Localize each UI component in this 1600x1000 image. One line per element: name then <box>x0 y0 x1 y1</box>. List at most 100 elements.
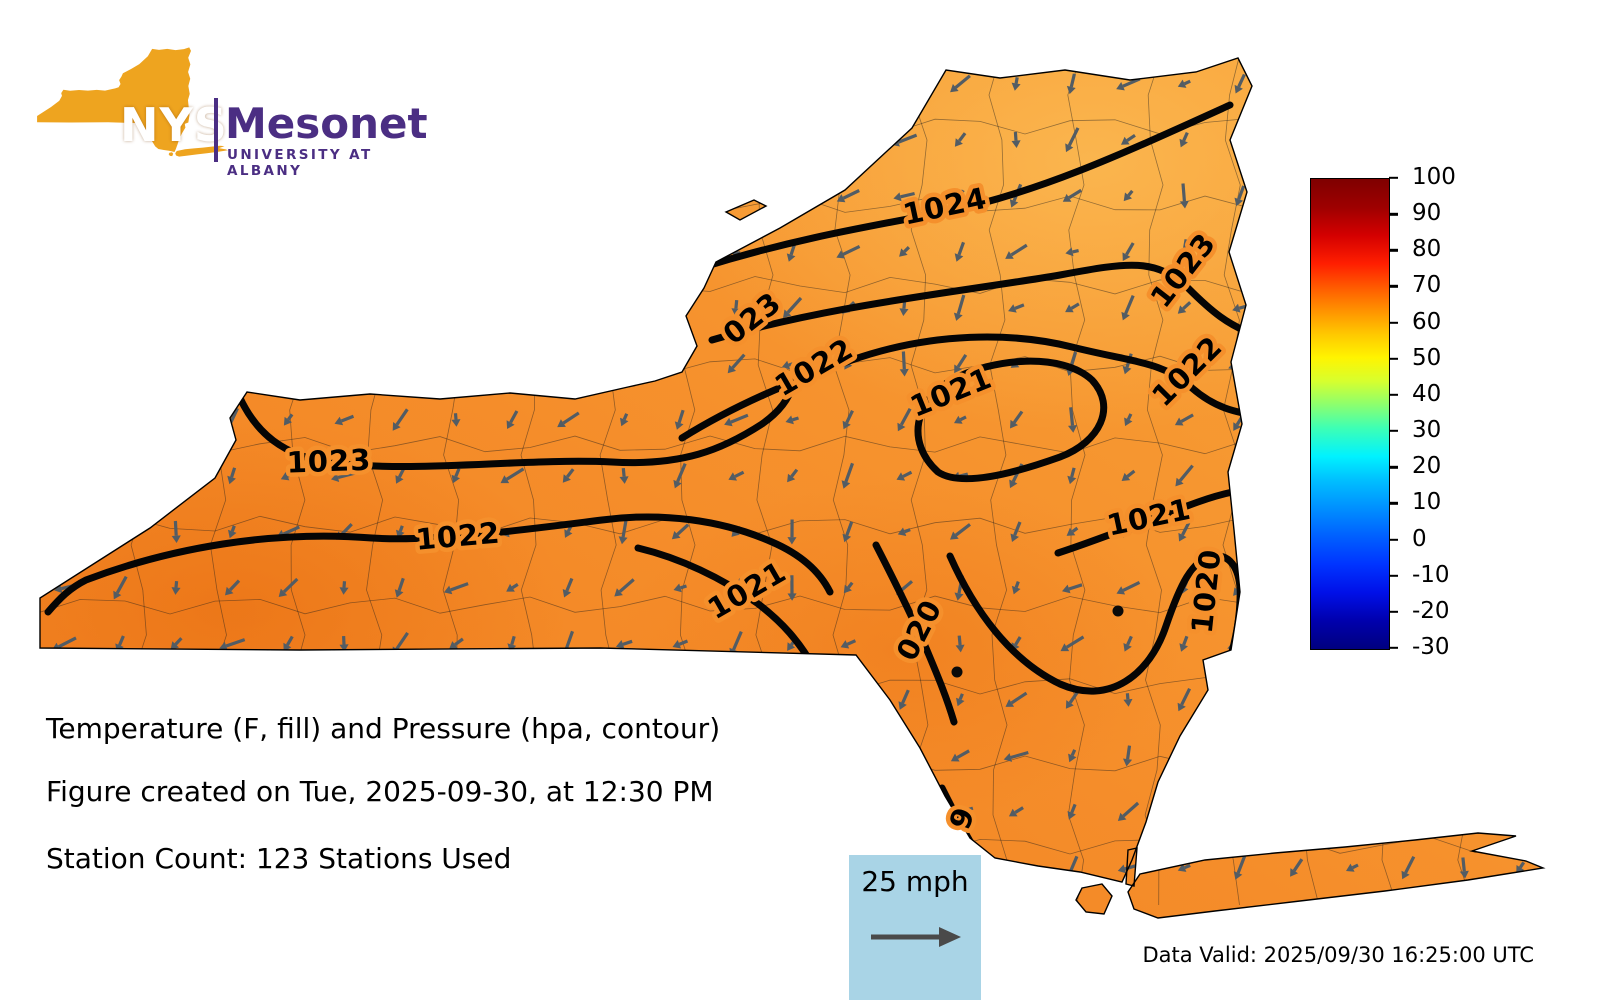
wind-arrow <box>843 132 854 147</box>
wind-arrow <box>1177 863 1191 872</box>
wind-arrow <box>1062 188 1083 202</box>
wind-arrow <box>227 912 241 918</box>
pressure-contours-layer <box>44 101 1262 854</box>
county-border <box>40 675 1521 695</box>
wind-arrow <box>619 467 629 484</box>
logo-name: Mesonet <box>225 99 428 148</box>
wind-arrow <box>111 355 130 372</box>
wind-arrow <box>1291 745 1301 767</box>
wind-arrow <box>1235 525 1245 539</box>
wind-arrow <box>1179 131 1189 148</box>
wind-arrow <box>1345 687 1359 712</box>
wind-arrow <box>897 407 912 432</box>
pressure-contour-label: 1023 <box>286 443 372 480</box>
wind-arrow <box>443 582 469 595</box>
wind-arrow <box>1123 635 1133 652</box>
contour-1022-north <box>678 333 1262 442</box>
wind-arrow <box>115 241 125 262</box>
wind-arrow <box>730 185 743 206</box>
wind-arrow <box>838 745 859 765</box>
temperature-colorbar <box>1310 178 1390 650</box>
wind-arrow <box>225 352 240 375</box>
contour-1021-central <box>634 544 818 672</box>
wind-arrow <box>1065 127 1080 153</box>
wind-arrow <box>620 413 629 427</box>
wind-arrow <box>112 521 130 542</box>
wind-arrow <box>950 74 971 93</box>
wind-arrow <box>1509 243 1532 260</box>
wind-arrow <box>953 294 966 321</box>
wind-arrow <box>283 413 294 426</box>
wind-arrow <box>954 415 967 424</box>
wind-arrow <box>1513 743 1527 768</box>
wind-arrow <box>451 413 461 427</box>
wind-arrow <box>169 239 182 265</box>
wind-arrow <box>1291 693 1302 706</box>
wind-arrow <box>500 467 525 484</box>
wind-arrow <box>619 131 629 149</box>
wind-arrow <box>505 239 520 264</box>
wind-arrow <box>893 191 915 202</box>
wind-arrow <box>671 241 690 262</box>
wind-arrow <box>1008 806 1024 817</box>
wind-arrow <box>732 749 741 763</box>
wind-arrow <box>1396 357 1421 371</box>
wind-arrow <box>787 131 798 148</box>
wind-arrow <box>1121 294 1135 321</box>
wind-arrow <box>1122 242 1135 261</box>
wind-arrow <box>898 689 910 710</box>
wind-arrow <box>169 463 184 488</box>
wind-arrow <box>615 244 634 259</box>
wind-arrow <box>508 687 518 713</box>
wind-arrow <box>787 519 797 545</box>
wind-arrow <box>506 743 517 769</box>
wind-arrow <box>282 920 294 928</box>
wind-arrow <box>1178 239 1188 265</box>
wind-arrow <box>170 637 183 650</box>
wind-arrow <box>1291 798 1301 826</box>
wind-arrow <box>1178 521 1191 542</box>
station-calm-dot <box>951 666 963 678</box>
wind-arrow <box>1062 583 1083 594</box>
wind-arrow <box>1344 135 1361 145</box>
wind-arrow <box>57 351 71 376</box>
wind-arrow <box>563 244 573 259</box>
wind-arrow <box>836 694 861 706</box>
wind-arrow <box>1003 750 1029 762</box>
wind-arrow <box>394 577 405 598</box>
wind-arrow <box>505 133 520 145</box>
wind-arrow <box>954 354 968 374</box>
wind-arrow <box>341 914 351 918</box>
wind-arrow <box>955 635 965 653</box>
wind-arrow <box>1404 911 1414 918</box>
wind-arrow <box>1123 745 1133 767</box>
data-valid-timestamp: Data Valid: 2025/09/30 16:25:00 UTC <box>1142 943 1534 967</box>
wind-arrow <box>173 913 182 918</box>
wind-arrow <box>1403 245 1413 259</box>
wind-arrow <box>781 359 803 370</box>
wind-legend-arrow-icon <box>871 927 961 947</box>
wind-arrow <box>452 693 461 706</box>
wind-arrow <box>842 521 854 543</box>
wind-arrow <box>1177 359 1191 368</box>
wind-arrow <box>787 189 797 203</box>
wind-arrow <box>445 298 468 317</box>
wind-arrow <box>114 920 127 928</box>
wind-arrow <box>1460 413 1469 427</box>
contour-1022-west <box>44 513 834 616</box>
wind-arrow <box>897 527 911 536</box>
wind-arrow <box>673 462 687 489</box>
wind-arrow <box>58 689 70 711</box>
wind-arrow <box>561 302 576 313</box>
wind-arrow <box>728 470 745 481</box>
wind-arrow <box>1288 639 1305 649</box>
wind-arrow <box>669 188 692 203</box>
wind-arrow <box>1290 353 1302 374</box>
wind-arrow <box>557 411 580 428</box>
logo-divider <box>214 98 218 162</box>
wind-arrow <box>508 917 522 918</box>
wind-arrow <box>899 351 909 377</box>
wind-arrow <box>1454 246 1475 258</box>
wind-arrow <box>950 523 971 540</box>
wind-arrow <box>562 577 574 598</box>
